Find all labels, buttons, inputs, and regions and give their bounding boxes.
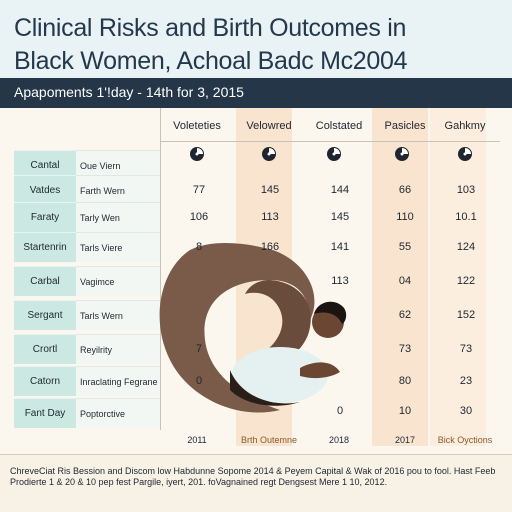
row-label: Crortl [14, 334, 76, 364]
row-sublabel: Tarly Wen [76, 202, 160, 232]
row-sublabel: Farth Wern [76, 175, 160, 205]
row-label: Sergant [14, 300, 76, 330]
column-header: Pasicles [384, 120, 426, 132]
pie-gauge-icon [190, 147, 204, 161]
label-divider [160, 108, 161, 430]
table-cell: 10 [398, 405, 412, 417]
pie-gauge-icon [327, 147, 341, 161]
table-cell: 66 [398, 184, 412, 196]
subtitle: Apapoments 1'!day - 14th for 3, 2015 [14, 84, 244, 100]
table-cell: 30 [459, 405, 473, 417]
subtitle-bar [0, 78, 512, 108]
table-cell: 8 [195, 241, 203, 253]
column-band [372, 108, 428, 446]
column-band [430, 108, 486, 446]
title-line-2: Black Women, Achoal Badc Mc2004 [14, 47, 408, 75]
table-cell: 110 [396, 211, 414, 223]
table-cell: 73 [459, 343, 473, 355]
table-cell: 77 [192, 184, 206, 196]
pie-gauge-icon [458, 147, 472, 161]
table-cell: 23 [459, 375, 473, 387]
table-cell: 55 [398, 241, 412, 253]
page-title: Clinical Risks and Birth Outcomes in Bla… [14, 12, 504, 78]
table-cell: 73 [398, 343, 412, 355]
row-sublabel: Tarls Wern [76, 300, 160, 330]
row-label: Carbal [14, 266, 76, 296]
row-sublabel: Tarls Viere [76, 232, 160, 262]
footer-label: Brth Outemne [240, 435, 298, 445]
table-cell: 103 [456, 184, 476, 196]
table-cell: 0 [195, 375, 203, 387]
row-sublabel: Vagimce [76, 266, 160, 296]
table-cell: 113 [261, 211, 279, 223]
footnote: ChreveCiat Ris Bession and Discom low Ha… [10, 466, 496, 487]
table-cell: 124 [456, 241, 476, 253]
footer-label: 2017 [394, 435, 416, 445]
column-header: Colstated [315, 120, 363, 132]
row-sublabel: Poptorctive [76, 398, 160, 428]
pie-gauge-icon [395, 147, 409, 161]
footer-label: 2011 [187, 435, 207, 445]
header-divider [160, 141, 500, 142]
table-cell: 106 [189, 211, 209, 223]
table-cell: 113 [331, 275, 349, 287]
table-cell: 145 [260, 184, 280, 196]
table-cell: 7 [195, 343, 203, 355]
row-sublabel: Inraclating Fegrane [76, 366, 160, 396]
row-label: Vatdes [14, 175, 76, 205]
table-cell: 141 [330, 241, 350, 253]
title-line-1: Clinical Risks and Birth Outcomes in [14, 14, 407, 42]
footer-label: 2018 [328, 435, 350, 445]
row-sublabel: Reyilrity [76, 334, 160, 364]
row-label: Fant Day [14, 398, 76, 428]
table-cell: 166 [260, 241, 280, 253]
table-cell: 10.1 [455, 211, 477, 223]
footer-label: Bick Oyctions [437, 435, 493, 445]
table-cell: 04 [398, 275, 412, 287]
table-cell: 80 [398, 375, 412, 387]
footnote-divider [0, 454, 512, 455]
row-label: Faraty [14, 202, 76, 232]
table-cell: 0 [336, 405, 344, 417]
column-header: Voleteties [173, 120, 221, 132]
mother-illustration [159, 243, 347, 413]
row-label: Catorn [14, 366, 76, 396]
table-cell: 122 [456, 275, 476, 287]
column-header: Gahkmy [444, 120, 486, 132]
row-label: Startenrin [14, 232, 76, 262]
table-cell: 145 [330, 211, 350, 223]
table-cell: 152 [456, 309, 476, 321]
table-cell: 144 [330, 184, 350, 196]
pie-gauge-icon [262, 147, 276, 161]
table-cell: 62 [398, 309, 412, 321]
column-header: Velowred [246, 120, 292, 132]
